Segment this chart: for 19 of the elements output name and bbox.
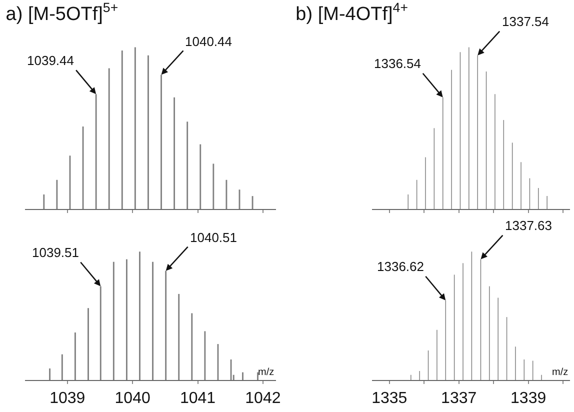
x-tick-label: 1041: [180, 390, 216, 408]
annotation: 1337.63: [505, 218, 552, 233]
annotation: 1336.54: [374, 56, 421, 71]
annotation: 1040.44: [185, 34, 232, 49]
x-tick-label: 1337: [441, 390, 477, 408]
annotation: 1336.62: [377, 259, 424, 274]
annotation: 1039.51: [32, 245, 79, 260]
x-axis-title: m/z: [258, 367, 274, 378]
x-axis-title: m/z: [552, 367, 568, 378]
annotation: 1040.51: [190, 230, 237, 245]
x-tick-label: 1040: [114, 390, 150, 408]
chart-title: a) [M-5OTf]$^{5+}$: [6, 0, 118, 25]
x-tick-label: 1039: [50, 390, 86, 408]
x-tick-label: 1042: [245, 390, 281, 408]
x-tick-label: 1339: [510, 390, 546, 408]
annotation: 1039.44: [27, 53, 74, 68]
x-tick-label: 1335: [372, 390, 408, 408]
annotation: 1337.54: [502, 14, 549, 29]
chart-title: b) [M-4OTf]$^{4+}$: [296, 0, 408, 25]
